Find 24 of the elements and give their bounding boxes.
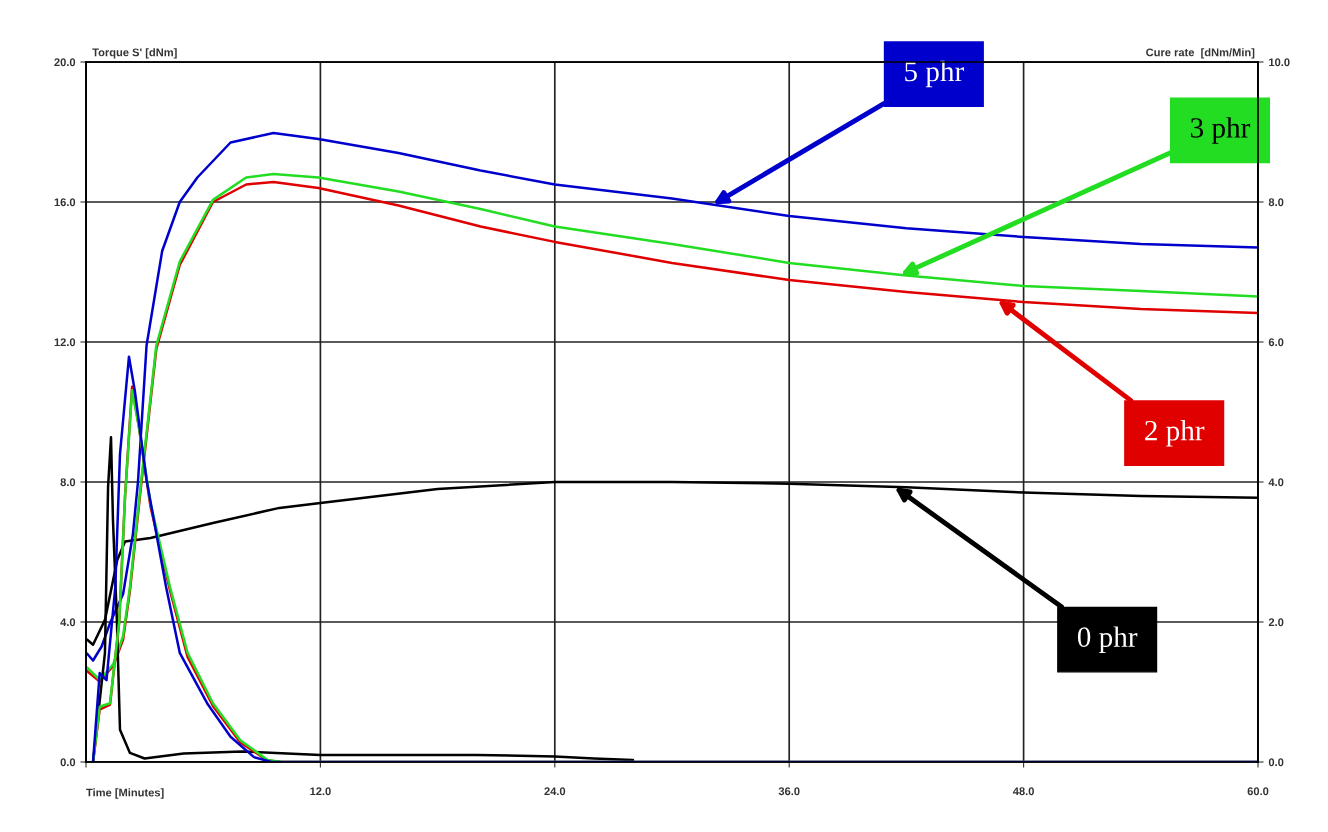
- x-axis-title: Time [Minutes]: [86, 788, 164, 799]
- y2-tick-label: 8.0: [1268, 198, 1284, 207]
- y-tick-label: 16.0: [54, 198, 76, 207]
- y2-tick-label: 4.0: [1268, 478, 1284, 487]
- x-tick-label: 60.0: [1247, 787, 1269, 796]
- y2-tick-label: 2.0: [1268, 618, 1284, 627]
- text: 2 phr: [1145, 419, 1205, 447]
- x-tick-label: 24.0: [544, 787, 566, 796]
- y-tick-label: 20.0: [54, 58, 76, 67]
- text: 0 phr: [1077, 626, 1138, 653]
- text: 5 phr: [905, 60, 964, 88]
- y2-axis-title: Cure rate [dNm/Min]: [1146, 48, 1255, 59]
- y-tick-label: 0.0: [60, 758, 76, 767]
- text: 3 phr: [1191, 117, 1251, 144]
- y2-tick-label: 0.0: [1268, 758, 1284, 767]
- x-tick-label: 36.0: [778, 787, 800, 796]
- x-tick-label: 48.0: [1012, 787, 1034, 796]
- y-tick-label: 8.0: [60, 478, 76, 487]
- y-axis-title: Torque S' [dNm]: [92, 48, 177, 59]
- y-tick-label: 12.0: [54, 338, 76, 347]
- y2-tick-label: 10.0: [1269, 58, 1290, 67]
- x-tick-label: 12.0: [310, 787, 331, 796]
- y2-tick-label: 6.0: [1268, 338, 1284, 347]
- y-tick-label: 4.0: [60, 618, 76, 627]
